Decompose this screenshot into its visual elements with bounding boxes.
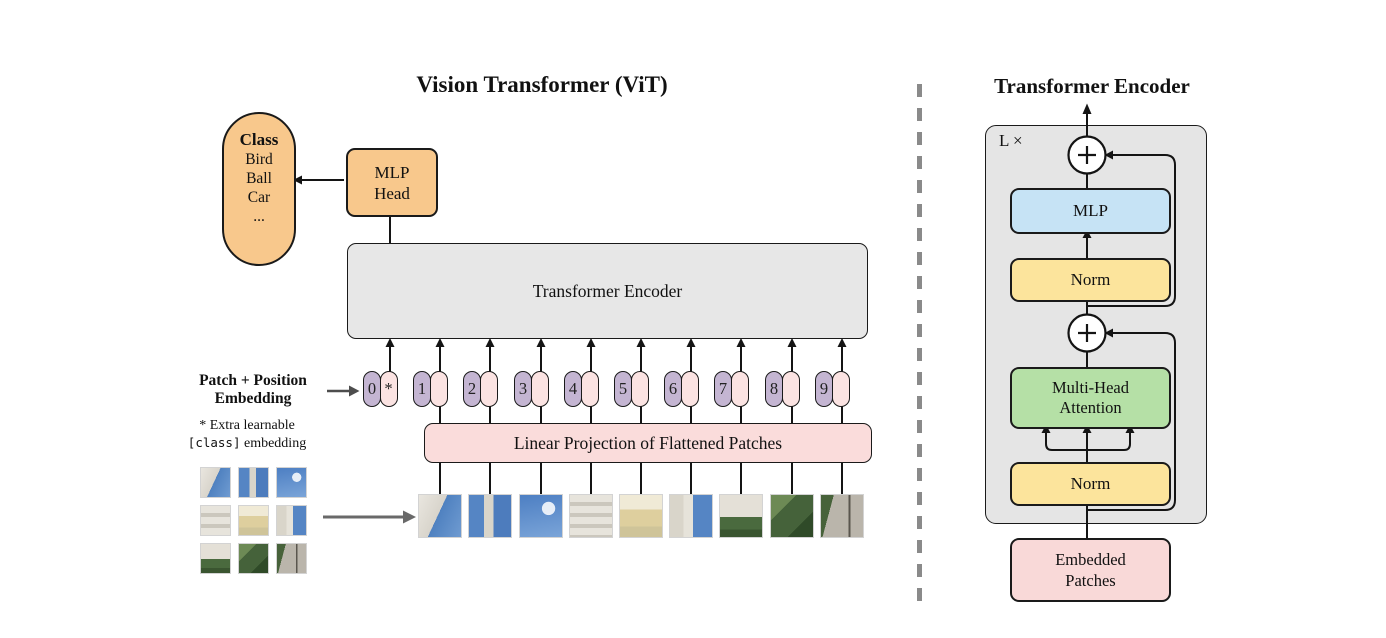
- loop-count-label: L ×: [999, 131, 1023, 150]
- image-patch: [669, 494, 713, 538]
- patch-embedding-pill: [479, 371, 498, 407]
- image-patch: [770, 494, 814, 538]
- token-pair: 3: [514, 371, 549, 407]
- image-patch: [200, 543, 231, 574]
- image-patch: [619, 494, 663, 538]
- position-pill: 0: [363, 371, 381, 407]
- embedded-patches-box: Embedded Patches: [1010, 538, 1171, 602]
- image-patch: [238, 543, 269, 574]
- position-pill: 2: [463, 371, 481, 407]
- patch-embedding-pill: [429, 371, 448, 407]
- class-item: ...: [253, 208, 265, 225]
- patch-embedding-pill: [630, 371, 649, 407]
- position-pill: 6: [664, 371, 682, 407]
- image-patch: [276, 543, 307, 574]
- footnote-rest: embedding: [240, 436, 307, 451]
- position-pill: 4: [564, 371, 582, 407]
- footnote-line2: [class] embedding: [168, 434, 326, 452]
- patch-embedding-pill: [831, 371, 850, 407]
- linear-projection-box: Linear Projection of Flattened Patches: [424, 423, 872, 463]
- class-output-oval: Class Bird Ball Car ...: [222, 112, 296, 266]
- class-item: Bird: [245, 151, 273, 168]
- image-patch: [238, 505, 269, 536]
- position-pill: 5: [614, 371, 632, 407]
- class-heading: Class: [239, 130, 279, 149]
- multi-head-attention-box: Multi-Head Attention: [1010, 367, 1171, 429]
- image-patch: [276, 505, 307, 536]
- image-patch: [418, 494, 462, 538]
- token-pair: 8: [765, 371, 800, 407]
- token-pair: 7: [714, 371, 749, 407]
- image-patch: [719, 494, 763, 538]
- mlp-head-box: MLP Head: [346, 148, 438, 217]
- vit-diagram-title: Vision Transformer (ViT): [416, 72, 668, 97]
- norm-box: Norm: [1010, 258, 1171, 302]
- encoder-detail-title: Transformer Encoder: [994, 74, 1190, 98]
- token-pair: 9: [815, 371, 850, 407]
- position-pill: 1: [413, 371, 431, 407]
- position-pill: 7: [714, 371, 732, 407]
- position-pill: 3: [514, 371, 532, 407]
- patch-embedding-pill: [580, 371, 599, 407]
- token-pair: 4: [564, 371, 599, 407]
- class-code-token: [class]: [187, 435, 241, 450]
- class-item: Car: [247, 189, 271, 206]
- transformer-encoder-box: Transformer Encoder: [347, 243, 868, 339]
- token-pair: 6: [664, 371, 699, 407]
- class-embedding-footnote: * Extra learnable [class] embedding: [168, 417, 326, 452]
- image-patch: [569, 494, 613, 538]
- token-pair: 0 *: [363, 371, 398, 407]
- dashed-divider: [917, 84, 922, 608]
- image-patch: [276, 467, 307, 498]
- patch-embedding-pill: [680, 371, 699, 407]
- image-patch: [468, 494, 512, 538]
- image-patch: [200, 467, 231, 498]
- mlp-box: MLP: [1010, 188, 1171, 234]
- image-patch: [820, 494, 864, 538]
- image-patch: [200, 505, 231, 536]
- image-patch: [519, 494, 563, 538]
- token-pair: 1: [413, 371, 448, 407]
- class-token-star-pill: *: [379, 371, 398, 407]
- patch-embedding-pill: [730, 371, 749, 407]
- patch-embedding-pill: [530, 371, 549, 407]
- norm-box: Norm: [1010, 462, 1171, 506]
- image-patch: [238, 467, 269, 498]
- patch-position-label: Patch + Position Embedding: [199, 372, 307, 407]
- token-pair: 2: [463, 371, 498, 407]
- position-pill: 9: [815, 371, 833, 407]
- footnote-line1: * Extra learnable: [199, 418, 295, 433]
- class-item: Ball: [246, 170, 272, 187]
- position-pill: 8: [765, 371, 783, 407]
- token-pair: 5: [614, 371, 649, 407]
- patch-embedding-pill: [781, 371, 800, 407]
